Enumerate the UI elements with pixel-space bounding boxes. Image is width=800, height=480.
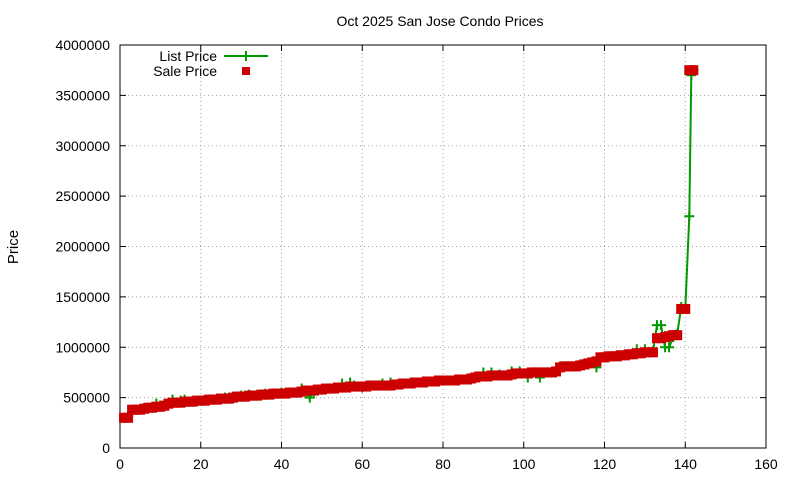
sale-price-point [672, 330, 683, 341]
y-tick-label: 1000000 [55, 339, 110, 355]
sale-price-point [647, 347, 658, 358]
y-tick-label: 3500000 [55, 87, 110, 103]
x-tick-label: 120 [593, 456, 617, 472]
y-tick-label: 0 [102, 440, 110, 456]
x-tick-label: 20 [193, 456, 209, 472]
list-price-point [664, 342, 675, 353]
plot-frame [119, 44, 767, 449]
x-tick-label: 60 [354, 456, 370, 472]
list-price-line [123, 69, 695, 419]
y-axis-label: Price [5, 230, 22, 264]
x-tick-label: 160 [754, 456, 778, 472]
list-price-point [684, 211, 695, 222]
legend-label-list-price: List Price [159, 48, 217, 64]
x-tick-label: 140 [674, 456, 698, 472]
list-price-point [656, 320, 667, 331]
legend-label-sale-price: Sale Price [153, 63, 217, 79]
sale-price-point [680, 303, 691, 314]
sale-price-point [123, 412, 134, 423]
y-tick-label: 4000000 [55, 37, 110, 53]
x-tick-label: 100 [512, 456, 536, 472]
grid [120, 45, 766, 448]
legend: List Price Sale Price [153, 48, 268, 79]
y-tick-label: 2500000 [55, 188, 110, 204]
y-tick-label: 500000 [63, 390, 110, 406]
x-tick-label: 80 [435, 456, 451, 472]
x-tick-label: 40 [274, 456, 290, 472]
sale-price-point [688, 65, 699, 76]
series-sale-price [119, 65, 699, 423]
chart-title: Oct 2025 San Jose Condo Prices [336, 13, 543, 29]
legend-marker-list-price [241, 51, 251, 61]
series-list-price [119, 65, 699, 423]
legend-marker-sale-price [242, 67, 250, 75]
y-tick-label: 1500000 [55, 289, 110, 305]
x-tick-label: 0 [116, 456, 124, 472]
y-tick-label: 3000000 [55, 138, 110, 154]
axis-ticks: 0 20 40 60 80 100 120 140 160 0 500000 1000000 15000… [55, 37, 777, 472]
y-tick-label: 2000000 [55, 239, 110, 255]
